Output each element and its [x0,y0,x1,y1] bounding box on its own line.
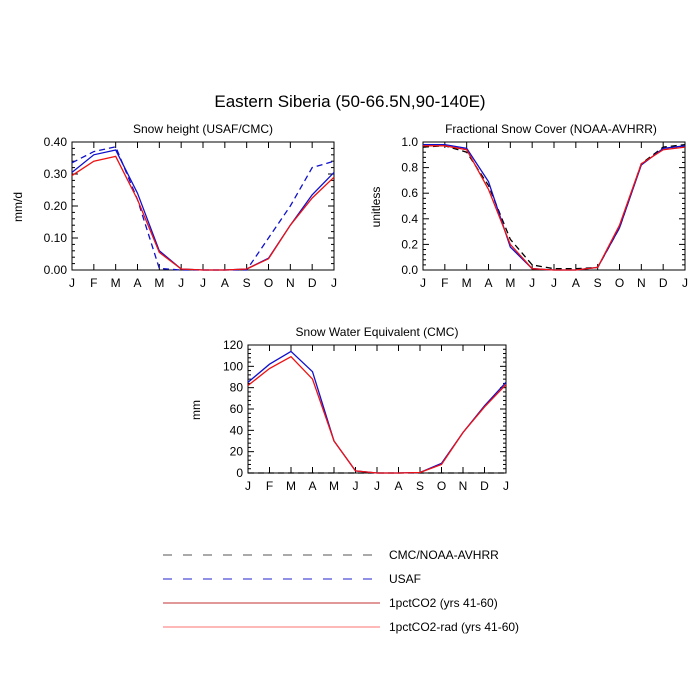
figure-title: Eastern Siberia (50-66.5N,90-140E) [214,92,485,111]
x-tick-label: J [331,276,337,290]
panel-snow-water-equivalent: Snow Water Equivalent (CMC) mm 0 20 40 60 80… [189,325,509,493]
y-tick-label: 0.0 [401,263,418,277]
x-tick-label: J [178,276,184,290]
x-tick-label: F [441,276,448,290]
x-tick-label: D [480,479,489,493]
x-tick-label: N [637,276,646,290]
x-tick-label: J [551,276,557,290]
y-axis-label: mm [189,400,203,420]
legend-label: 1pctCO2-rad (yrs 41-60) [389,620,519,634]
y-tick-label: 0.20 [44,199,68,213]
x-tick-label: J [503,479,509,493]
x-tick-label: M [505,276,515,290]
x-tick-label: N [459,479,468,493]
x-tick-label: M [329,479,339,493]
x-tick-label: A [221,276,229,290]
series-line-obs-black [422,143,686,270]
panel-title: Snow Water Equivalent (CMC) [296,325,459,339]
plot-area: 0.00.20.40.60.81.0J F M A M J J A S O N D J [401,135,688,290]
series-line-model-red [247,355,507,474]
x-tick-label: F [266,479,273,493]
x-tick-label: O [437,479,446,493]
y-tick-label: 1.0 [401,135,418,149]
y-tick-label: 0.8 [401,161,418,175]
plot-frame [71,141,335,271]
panel-title: Snow height (USAF/CMC) [133,122,273,136]
y-tick-label: 80 [230,381,244,395]
legend-item-usaf: USAF [163,572,421,586]
x-tick-label: A [394,479,402,493]
x-tick-label: A [308,479,316,493]
x-tick-label: N [286,276,295,290]
x-tick-label: D [308,276,317,290]
x-tick-label: J [420,276,426,290]
x-tick-label: J [245,479,251,493]
plot-frame [247,344,507,474]
y-tick-label: 0.2 [401,237,418,251]
y-axis-label: unitless [369,187,383,228]
y-tick-label: 60 [230,402,244,416]
x-tick-label: J [353,479,359,493]
y-tick-label: 0.6 [401,186,418,200]
legend-label: 1pctCO2 (yrs 41-60) [389,596,498,610]
x-tick-label: J [200,276,206,290]
x-tick-label: J [529,276,535,290]
x-tick-label: J [682,276,688,290]
y-tick-label: 0.40 [44,135,68,149]
x-tick-label: M [154,276,164,290]
legend-label: CMC/NOAA-AVHRR [389,548,499,562]
series-line-usaf [71,146,335,271]
x-tick-label: S [243,276,251,290]
legend-item-cmc-noaa-avhrr: CMC/NOAA-AVHRR [163,548,499,562]
y-tick-label: 100 [223,359,243,373]
x-tick-label: J [69,276,75,290]
x-tick-label: S [594,276,602,290]
legend-item-1pctco2: 1pctCO2 (yrs 41-60) [163,596,498,610]
y-axis-label: mm/d [11,192,25,222]
y-tick-label: 0.30 [44,167,68,181]
x-tick-label: A [572,276,580,290]
y-tick-label: 0 [236,466,243,480]
legend: CMC/NOAA-AVHRR USAF 1pctCO2 (yrs 41-60) … [163,548,519,634]
y-tick-label: 20 [230,445,244,459]
x-tick-label: O [615,276,624,290]
x-tick-label: D [659,276,668,290]
x-tick-label: M [111,276,121,290]
series-line-model-red [423,145,686,271]
y-tick-label: 0.4 [401,212,418,226]
y-tick-label: 120 [223,338,243,352]
y-tick-label: 40 [230,423,244,437]
x-tick-label: J [374,479,380,493]
panel-title: Fractional Snow Cover (NOAA-AVHRR) [445,122,657,136]
panel-fractional-snow-cover: Fractional Snow Cover (NOAA-AVHRR) unitl… [369,122,688,290]
plot-area: 0.000.100.200.300.40J F M A M J J A S O N D J [44,135,337,290]
x-tick-label: A [133,276,141,290]
series-line-model-blue [71,149,335,271]
x-tick-label: M [462,276,472,290]
legend-label: USAF [389,572,421,586]
panel-snow-height: Snow height (USAF/CMC) mm/d 0.00 0.10 0.20… [11,122,337,290]
x-tick-label: M [286,479,296,493]
y-tick-label: 0.00 [44,263,68,277]
x-tick-label: S [416,479,424,493]
series-line-model-blue [247,350,507,474]
x-tick-label: F [90,276,97,290]
series-line-model-blue [423,143,686,271]
x-tick-label: O [264,276,273,290]
x-tick-label: A [484,276,492,290]
series-line-model-red [71,155,335,271]
legend-item-1pctco2-rad: 1pctCO2-rad (yrs 41-60) [163,620,519,634]
y-tick-label: 0.10 [44,231,68,245]
